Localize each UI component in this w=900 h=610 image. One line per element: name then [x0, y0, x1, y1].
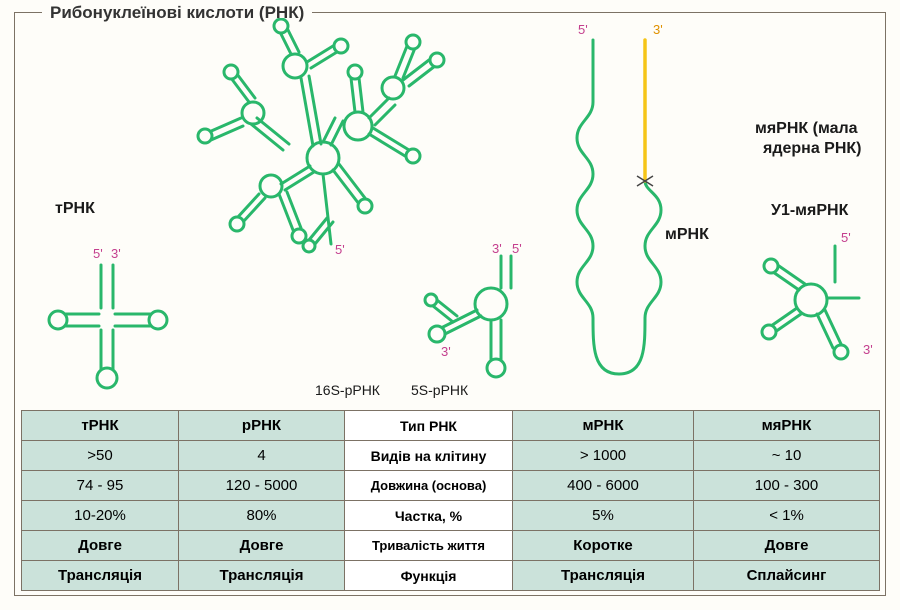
mrna-5prime: 5'	[578, 22, 588, 37]
diagram-area: тРНК 5' 3'	[15, 26, 885, 406]
mrna-structure	[557, 26, 697, 396]
rrna16s-5prime: 5'	[335, 242, 345, 257]
rrna16s-label: 16S-рРНК	[315, 382, 380, 398]
rrna5s-3prime: 3'	[492, 241, 502, 256]
rrna-5s-structure	[413, 244, 543, 394]
th-trna: тРНК	[22, 411, 179, 441]
table-row: Довге Довге Тривалість життя Коротке Дов…	[22, 531, 880, 561]
mrna-label: мРНК	[665, 226, 709, 244]
th-rrna: рРНК	[179, 411, 345, 441]
snrna-5prime: 5'	[841, 230, 851, 245]
rrna5s-3prime2: 3'	[441, 344, 451, 359]
rrna5s-label: 5S-рРНК	[411, 382, 468, 398]
snrna-u1: У1-мяРНК	[771, 202, 848, 220]
table-row: 10-20% 80% Частка, % 5% < 1%	[22, 501, 880, 531]
th-type: Тип РНК	[345, 411, 513, 441]
table-header-row: тРНК рРНК Тип РНК мРНК мяРНК	[22, 411, 880, 441]
snrna-text1: мяРНК (мала	[755, 120, 858, 138]
th-mrna: мРНК	[513, 411, 694, 441]
trna-structure	[43, 248, 173, 398]
table-row: 74 - 95 120 - 5000 Довжина (основа) 400 …	[22, 471, 880, 501]
trna-5prime: 5'	[93, 246, 103, 261]
table-row: Трансляція Трансляція Функція Трансляція…	[22, 561, 880, 591]
mrna-3prime: 3'	[653, 22, 663, 37]
th-snrna: мяРНК	[694, 411, 880, 441]
trna-3prime: 3'	[111, 246, 121, 261]
rna-comparison-table: тРНК рРНК Тип РНК мРНК мяРНК >50 4 Видів…	[21, 410, 880, 591]
rrna5s-5prime: 5'	[512, 241, 522, 256]
trna-label: тРНК	[55, 200, 95, 218]
snrna-text2: ядерна РНК)	[763, 140, 862, 158]
snrna-3prime: 3'	[863, 342, 873, 357]
snrna-structure	[755, 238, 875, 388]
table-row: >50 4 Видів на клітину > 1000 ~ 10	[22, 441, 880, 471]
